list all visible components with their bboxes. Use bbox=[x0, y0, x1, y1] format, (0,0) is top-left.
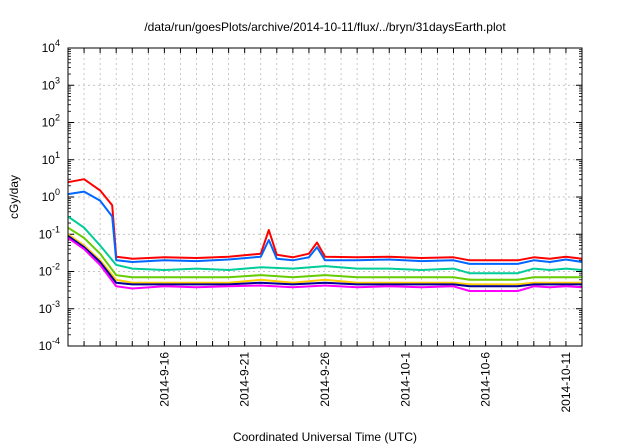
y-tick-base: 10 bbox=[39, 302, 53, 316]
x-tick-label: 2014-9-21 bbox=[238, 352, 252, 407]
y-tick-label: 10-3 bbox=[39, 299, 60, 316]
x-tick-label: 2014-9-26 bbox=[318, 352, 332, 407]
x-tick-labels: 2014-9-16 2014-9-21 2014-9-26 2014-10-1 2014… bbox=[157, 352, 573, 413]
chart-title: /data/run/goesPlots/archive/2014-10-11/f… bbox=[144, 20, 506, 34]
y-tick-exponent: 2 bbox=[55, 113, 60, 123]
x-tick-label: 2014-10-1 bbox=[398, 352, 412, 407]
y-tick-label: 101 bbox=[42, 150, 60, 167]
series-line-1 bbox=[67, 178, 583, 262]
y-tick-exponent: 1 bbox=[55, 150, 60, 160]
y-tick-exponent: 4 bbox=[55, 38, 60, 48]
y-tick-label: 102 bbox=[42, 113, 60, 130]
y-tick-exponent: -2 bbox=[52, 262, 60, 272]
series-line-6 bbox=[67, 235, 582, 288]
y-tick-base: 10 bbox=[39, 227, 53, 241]
y-tick-exponent: 0 bbox=[55, 187, 60, 197]
series-line-3 bbox=[67, 215, 583, 275]
y-tick-base: 10 bbox=[42, 116, 56, 130]
y-tick-base: 10 bbox=[39, 339, 53, 353]
series-line-4 bbox=[67, 226, 582, 281]
x-tick-label: 2014-9-16 bbox=[157, 352, 171, 407]
series-line-2 bbox=[67, 190, 583, 265]
y-tick-exponent: -1 bbox=[52, 224, 60, 234]
y-tick-label: 100 bbox=[42, 187, 60, 204]
y-tick-base: 10 bbox=[42, 41, 56, 55]
y-tick-label: 10-4 bbox=[39, 336, 60, 353]
y-tick-exponent: 3 bbox=[55, 75, 60, 85]
y-tick-exponent: -4 bbox=[52, 336, 60, 346]
y-tick-label: 104 bbox=[42, 38, 60, 55]
plot-frame bbox=[67, 47, 583, 347]
y-tick-exponent: -3 bbox=[52, 299, 60, 309]
y-tick-label: 10-1 bbox=[39, 224, 60, 241]
y-tick-label: 10-2 bbox=[39, 262, 60, 279]
y-tick-base: 10 bbox=[42, 153, 56, 167]
x-axis-label: Coordinated Universal Time (UTC) bbox=[233, 430, 417, 444]
y-axis-label: cGy/day bbox=[7, 175, 21, 219]
series-layer bbox=[67, 178, 583, 292]
series-line-5 bbox=[67, 233, 582, 286]
series-line-7 bbox=[67, 237, 583, 292]
y-tick-base: 10 bbox=[39, 265, 53, 279]
y-tick-label: 103 bbox=[42, 75, 60, 92]
x-tick-label: 2014-10-6 bbox=[479, 352, 493, 407]
x-tick-label: 2014-10-11 bbox=[559, 352, 573, 413]
y-tick-base: 10 bbox=[42, 190, 56, 204]
y-tick-base: 10 bbox=[42, 78, 56, 92]
